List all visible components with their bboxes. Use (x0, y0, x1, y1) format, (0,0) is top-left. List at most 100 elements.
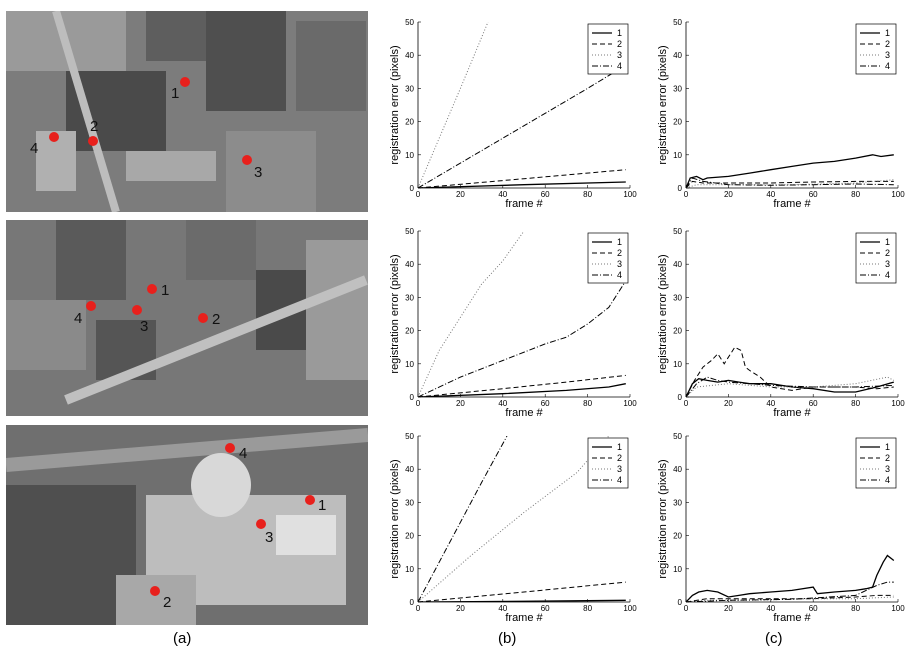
x-tick-label: 60 (541, 190, 550, 199)
legend-label: 4 (617, 270, 622, 280)
y-tick-label: 50 (673, 432, 682, 441)
legend-label: 3 (617, 464, 622, 474)
legend-label: 1 (885, 442, 890, 452)
marker-overlay: 1 2 3 4 1 2 3 4 1 2 3 4 (30, 77, 326, 611)
marker-label: 3 (265, 529, 273, 546)
x-tick-label: 40 (766, 190, 775, 199)
y-tick-label: 50 (405, 432, 414, 441)
y-tick-label: 20 (673, 327, 682, 336)
series-line-3 (418, 22, 489, 188)
marker-dot (256, 519, 266, 529)
x-tick-label: 40 (766, 604, 775, 613)
series-line-1 (418, 383, 626, 397)
y-tick-label: 30 (673, 498, 682, 507)
chart-b-top: 0 10 20 30 40 50 0 20 40 60 80 100 frame # registrati… (380, 12, 637, 212)
marker-label: 1 (161, 282, 169, 299)
series-line-4 (418, 280, 627, 397)
legend-label: 1 (617, 442, 622, 452)
y-tick-label: 50 (673, 227, 682, 236)
legend-label: 3 (617, 50, 622, 60)
legend-label: 1 (885, 237, 890, 247)
marker-dot (242, 155, 252, 165)
y-tick-label: 0 (678, 598, 683, 607)
y-tick-label: 40 (673, 260, 682, 269)
x-tick-label: 0 (684, 190, 689, 199)
legend-label: 2 (885, 39, 890, 49)
y-tick-label: 20 (405, 118, 414, 127)
x-tick-label: 20 (724, 190, 733, 199)
y-tick-label: 10 (673, 565, 682, 574)
series-line-2 (418, 169, 626, 188)
marker-dot (305, 495, 315, 505)
photo-bottom-markers: 1 2 3 4 (150, 443, 326, 611)
marker-label: 3 (140, 318, 148, 335)
y-tick-label: 0 (678, 184, 683, 193)
legend-label: 4 (885, 61, 890, 71)
marker-label: 2 (90, 118, 98, 135)
series-line-4 (686, 581, 894, 602)
marker-dot (150, 586, 160, 596)
x-axis-label: frame # (773, 407, 811, 419)
series-line-3 (418, 436, 610, 602)
marker-dot (49, 132, 59, 142)
series-line-1 (418, 181, 626, 188)
x-tick-label: 80 (851, 604, 860, 613)
chart-b-middle: 0 10 20 30 40 50 0 20 40 60 80 100 frame # registrati… (380, 221, 637, 421)
y-tick-label: 50 (405, 227, 414, 236)
caption-c: (c) (765, 630, 783, 647)
x-tick-label: 80 (583, 604, 592, 613)
y-axis-label: registration error (pixels) (657, 459, 669, 578)
aerial-photo-bottom (6, 425, 368, 625)
legend-label: 2 (617, 39, 622, 49)
series-line-2 (686, 180, 894, 188)
marker-dot (225, 443, 235, 453)
legend-label: 2 (885, 453, 890, 463)
x-tick-label: 100 (891, 399, 905, 408)
legend-label: 4 (617, 475, 622, 485)
series-line-1 (686, 154, 894, 188)
y-tick-label: 30 (405, 293, 414, 302)
marker-dot (147, 284, 157, 294)
legend-label: 2 (885, 248, 890, 258)
x-tick-label: 60 (541, 604, 550, 613)
x-tick-label: 40 (498, 604, 507, 613)
y-axis-label: registration error (pixels) (389, 45, 401, 164)
x-axis-label: frame # (505, 407, 543, 419)
y-tick-label: 20 (405, 327, 414, 336)
y-tick-label: 20 (673, 118, 682, 127)
legend-label: 3 (617, 259, 622, 269)
legend-label: 3 (885, 259, 890, 269)
y-tick-label: 0 (410, 598, 415, 607)
marker-dot (198, 313, 208, 323)
x-tick-label: 20 (456, 399, 465, 408)
aerial-photo-middle (6, 220, 368, 416)
series-line-2 (418, 374, 626, 397)
chart-b-bottom: 0 10 20 30 40 50 0 20 40 60 80 100 frame # registrati… (380, 426, 637, 626)
photo-top-markers: 1 2 3 4 (30, 77, 262, 181)
x-tick-label: 0 (416, 604, 421, 613)
series-line-3 (418, 231, 525, 397)
x-tick-label: 60 (809, 604, 818, 613)
y-tick-label: 30 (405, 498, 414, 507)
y-tick-label: 10 (673, 360, 682, 369)
series-line-4 (686, 177, 894, 188)
caption-a: (a) (173, 630, 192, 647)
chart-c-top: 0 10 20 30 40 50 0 20 40 60 80 100 frame # registrati… (648, 12, 905, 212)
marker-label: 4 (74, 310, 82, 327)
y-tick-label: 0 (410, 184, 415, 193)
legend-label: 1 (885, 28, 890, 38)
x-tick-label: 0 (416, 190, 421, 199)
y-tick-label: 20 (405, 532, 414, 541)
y-tick-label: 40 (405, 465, 414, 474)
y-tick-label: 30 (673, 293, 682, 302)
x-tick-label: 20 (456, 190, 465, 199)
y-tick-label: 10 (673, 151, 682, 160)
y-tick-label: 40 (673, 465, 682, 474)
caption-b: (b) (498, 630, 517, 647)
x-tick-label: 100 (891, 190, 905, 199)
x-tick-label: 40 (766, 399, 775, 408)
chart-c-middle: 0 10 20 30 40 50 0 20 40 60 80 100 frame # registrati… (648, 221, 905, 421)
x-tick-label: 0 (684, 604, 689, 613)
x-tick-label: 100 (623, 190, 637, 199)
aerial-photo-top (6, 11, 368, 212)
